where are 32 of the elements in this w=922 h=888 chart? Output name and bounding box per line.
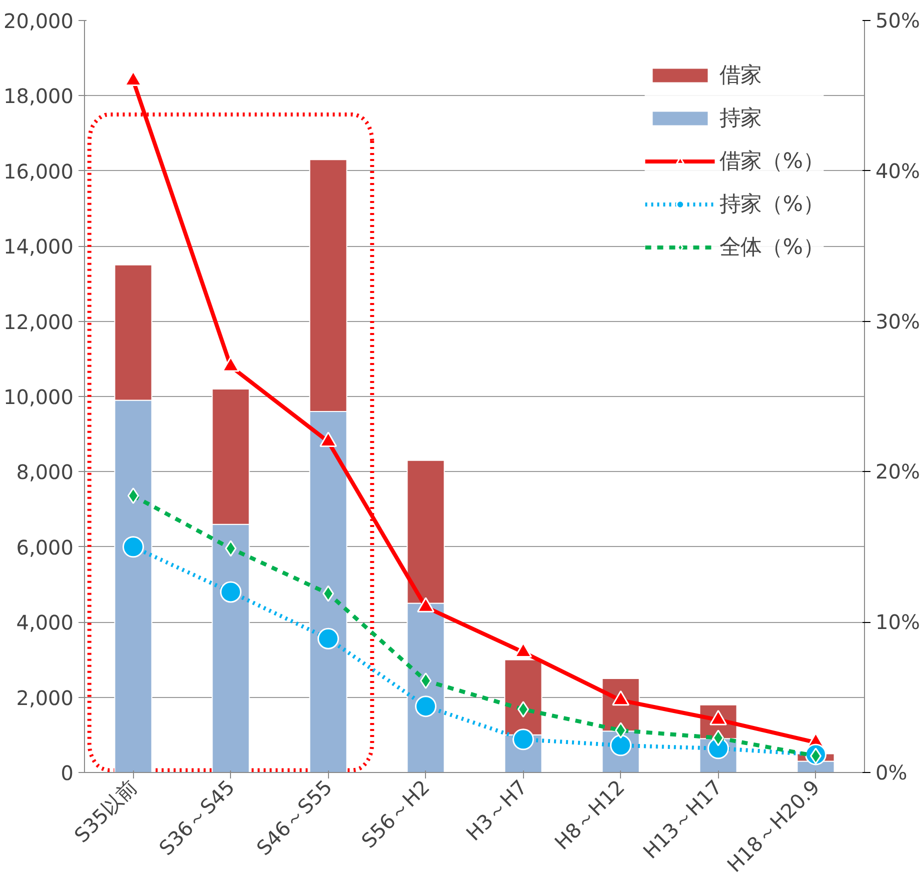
- y-tick-label: 12,000: [4, 310, 74, 334]
- point: [320, 432, 337, 447]
- y-tick-label: 4,000: [16, 610, 74, 635]
- x-tick-label: H3～H7: [461, 775, 532, 846]
- y-tick-label: 10,000: [4, 385, 74, 409]
- point: [415, 696, 436, 718]
- y2-tick-label: 10%: [876, 610, 920, 634]
- y-tick-label: 14,000: [4, 234, 74, 259]
- y2-tick-label: 40%: [876, 158, 920, 183]
- legend-label: 借家（%）: [720, 148, 824, 175]
- legend-label: 持家: [720, 105, 762, 132]
- y2-tick-label: 30%: [876, 309, 920, 334]
- y-tick-label: 20,000: [4, 9, 74, 33]
- point: [122, 536, 144, 558]
- point: [220, 581, 242, 603]
- legend-label: 全体（%）: [720, 234, 824, 261]
- legend-label: 持家（%）: [720, 191, 824, 218]
- y2-tick-label: 0%: [876, 760, 908, 784]
- y-tick-label: 2,000: [16, 686, 74, 710]
- y2-tick-label: 20%: [876, 460, 920, 484]
- y-tick-label: 0: [60, 761, 74, 785]
- y2-tick-label: 50%: [876, 8, 920, 32]
- y-tick-label: 6,000: [16, 535, 74, 560]
- point: [222, 356, 240, 372]
- y-tick-label: 8,000: [16, 460, 74, 484]
- y-tick-label: 18,000: [4, 84, 74, 108]
- point: [512, 728, 534, 750]
- x-tick-label: S36～S45: [154, 775, 240, 860]
- x-tick-label: S46～S55: [252, 775, 337, 860]
- point: [318, 628, 339, 650]
- legend-label: 借家: [720, 62, 762, 89]
- y-tick-label: 16,000: [4, 159, 74, 184]
